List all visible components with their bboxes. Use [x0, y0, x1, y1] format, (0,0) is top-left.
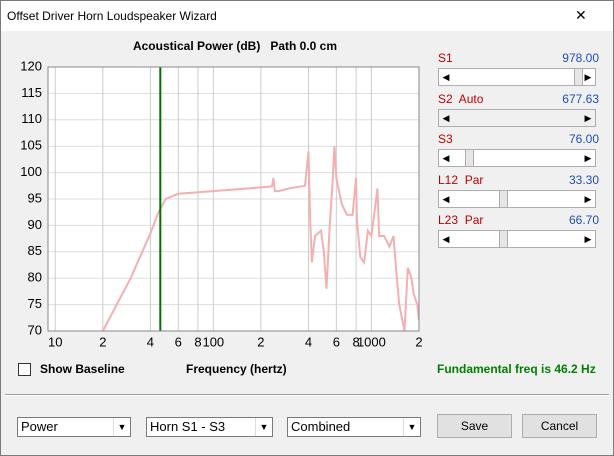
x-tick-label: 2 — [99, 334, 106, 349]
slider-label: S1 — [438, 51, 453, 65]
slider-label: L23 Par — [438, 213, 484, 227]
close-button[interactable]: ✕ — [575, 7, 587, 23]
slider-label: S3 — [438, 132, 453, 146]
x-tick-label: 10 — [48, 334, 62, 349]
slider-right[interactable]: ▶ — [584, 72, 592, 82]
slider-track[interactable]: ◀ ▶ — [438, 189, 596, 208]
button[interactable]: Save — [437, 414, 512, 438]
x-axis-label: Frequency (hertz) — [186, 362, 287, 376]
slider-track[interactable]: ◀ ▶ — [438, 149, 596, 167]
slider-value: 66.70 — [568, 213, 599, 227]
status-text: Fundamental freq is 46.2 Hz — [437, 362, 596, 376]
dropdown[interactable]: Combined ▼ — [287, 417, 421, 437]
y-tick-label: 85 — [28, 243, 42, 258]
y-tick-label: 115 — [21, 85, 42, 100]
y-tick-label: 75 — [28, 296, 42, 311]
slider-thumb[interactable] — [499, 189, 508, 208]
slider-label: L12 Par — [438, 172, 484, 187]
x-tick-label: 2 — [257, 334, 264, 349]
y-tick-label: 120 — [20, 58, 42, 73]
dropdown[interactable]: Horn S1 - S3 ▼ — [146, 417, 273, 437]
checkbox-label[interactable]: Show Baseline — [40, 362, 125, 376]
x-tick-label: 100 — [202, 334, 224, 349]
slider-track[interactable]: ◀ ▶ — [438, 230, 596, 248]
y-tick-label: 105 — [20, 138, 42, 153]
separator — [5, 394, 609, 396]
y-tick-label: 110 — [21, 111, 42, 126]
slider-left[interactable]: ◀ — [442, 193, 450, 204]
x-tick-label: 8 — [194, 334, 201, 349]
slider-right[interactable]: ▶ — [584, 193, 592, 204]
checkbox[interactable] — [18, 363, 31, 376]
x-tick-label: 2 — [415, 334, 422, 349]
slider-thumb[interactable] — [574, 68, 583, 86]
button[interactable]: Cancel — [522, 414, 597, 438]
window-title: Offset Driver Horn Loudspeaker Wizard — [7, 9, 217, 23]
y-tick-label: 80 — [28, 270, 42, 285]
chart-title: Acoustical Power (dB) Path 0.0 cm — [133, 39, 337, 53]
y-tick-label: 70 — [28, 322, 42, 337]
x-tick-label: 8 — [352, 334, 359, 349]
x-tick-label: 4 — [147, 334, 154, 349]
dropdown-arrow[interactable]: ▼ — [403, 418, 420, 436]
dropdown-arrow[interactable]: ▼ — [255, 418, 272, 436]
y-tick-label: 95 — [28, 190, 42, 205]
dropdown-arrow[interactable]: ▼ — [113, 418, 130, 436]
slider-right[interactable]: ▶ — [584, 112, 592, 123]
slider-thumb[interactable] — [465, 149, 474, 167]
x-tick-label: 4 — [305, 334, 312, 349]
slider-thumb[interactable] — [499, 230, 508, 248]
y-tick-label: 100 — [20, 164, 42, 179]
y-tick-label: 90 — [28, 217, 42, 232]
slider-right[interactable]: ▶ — [584, 153, 592, 163]
slider-left[interactable]: ◀ — [442, 72, 450, 82]
slider-left[interactable]: ◀ — [442, 153, 450, 163]
series-line — [101, 146, 419, 331]
chart: Acoustical Power (dB) Path 0.0 cm 70 75 80… — [20, 39, 422, 349]
title-bar: Offset Driver Horn Loudspeaker Wizard ✕ — [1, 1, 613, 31]
plot-border — [47, 66, 420, 332]
dropdown[interactable]: Power ▼ — [17, 417, 131, 437]
slider-track[interactable]: ◀ ▶ — [438, 108, 596, 127]
slider-label: S2 Auto — [438, 91, 484, 106]
slider-value: 33.30 — [568, 172, 599, 187]
slider-track[interactable]: ◀ ▶ — [438, 68, 596, 86]
slider-value: 76.00 — [568, 132, 599, 146]
slider-value: 677.63 — [562, 91, 599, 106]
x-tick-label: 1000 — [357, 334, 386, 349]
slider-left[interactable]: ◀ — [442, 234, 450, 244]
x-tick-label: 6 — [175, 334, 182, 349]
slider-right[interactable]: ▶ — [584, 234, 592, 244]
slider-value: 978.00 — [562, 51, 599, 65]
x-tick-label: 6 — [333, 334, 340, 349]
slider-left[interactable]: ◀ — [442, 112, 450, 123]
